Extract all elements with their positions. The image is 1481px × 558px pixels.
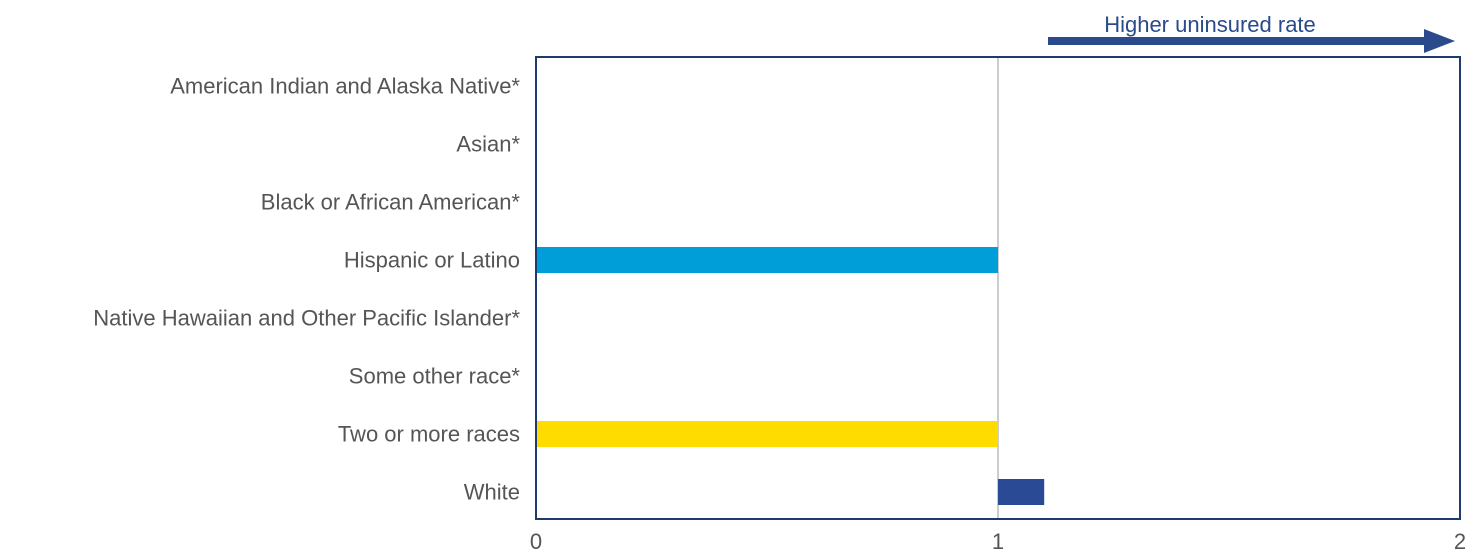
- annotation: Higher uninsured rate: [1048, 12, 1455, 53]
- x-tick-label-0: 0: [530, 529, 542, 554]
- bars: [536, 247, 1045, 505]
- category-label-native-hawaiian-and-other-pacific-islander: Native Hawaiian and Other Pacific Island…: [93, 306, 520, 331]
- category-label-some-other-race: Some other race*: [349, 364, 521, 389]
- bar-two-or-more-races: [536, 421, 998, 447]
- x-tick-labels: 0 1 2: [530, 529, 1466, 554]
- category-label-american-indian-and-alaska-native: American Indian and Alaska Native*: [170, 74, 520, 99]
- bar-hispanic-or-latino: [536, 247, 998, 273]
- category-label-asian: Asian*: [456, 132, 520, 157]
- category-label-two-or-more-races: Two or more races: [338, 422, 520, 447]
- plot-frame: [535, 56, 1461, 520]
- category-label-white: White: [464, 480, 520, 505]
- annotation-text: Higher uninsured rate: [1104, 12, 1316, 37]
- x-tick-label-2: 2: [1454, 529, 1466, 554]
- category-label-hispanic-or-latino: Hispanic or Latino: [344, 248, 520, 273]
- bar-white: [998, 479, 1045, 505]
- annotation-arrow-head: [1424, 29, 1455, 53]
- category-label-black-or-african-american: Black or African American*: [261, 190, 521, 215]
- x-tick-label-1: 1: [992, 529, 1004, 554]
- category-labels: American Indian and Alaska Native* Asian*…: [93, 74, 520, 505]
